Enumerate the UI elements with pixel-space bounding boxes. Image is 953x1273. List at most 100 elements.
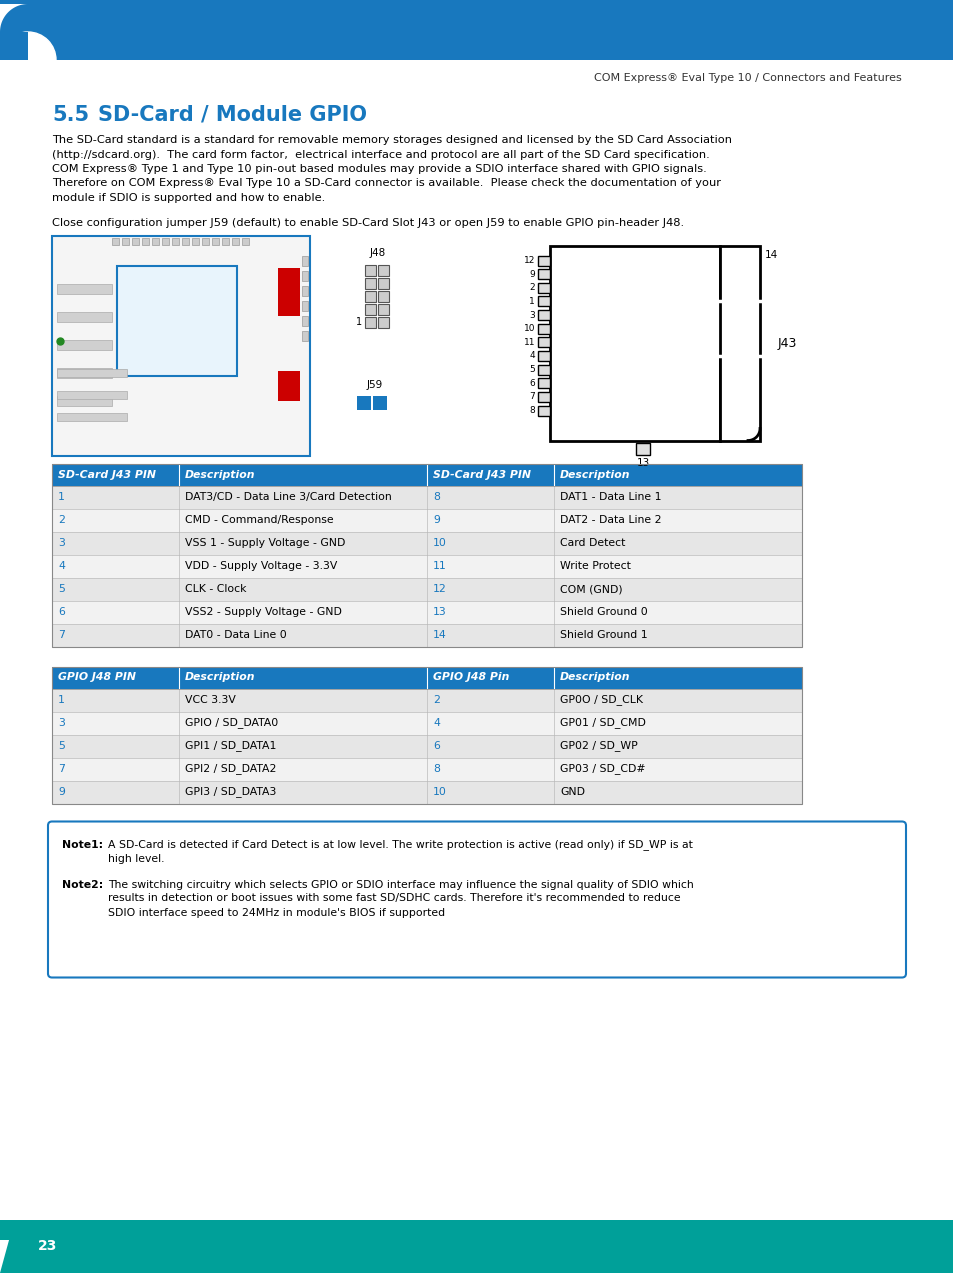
Text: 3: 3 <box>58 538 65 547</box>
Text: 5: 5 <box>58 741 65 751</box>
Bar <box>554 463 801 485</box>
Bar <box>222 238 229 244</box>
Bar <box>554 485 801 508</box>
Bar <box>52 757 179 780</box>
Text: Description: Description <box>559 672 630 682</box>
Bar <box>179 735 427 757</box>
Bar <box>0 1220 20 1240</box>
Text: 6: 6 <box>58 607 65 617</box>
Text: 4: 4 <box>58 561 65 572</box>
Bar <box>57 391 127 398</box>
Text: Description: Description <box>185 470 255 480</box>
Text: Card Detect: Card Detect <box>559 538 625 547</box>
Text: 8: 8 <box>529 406 535 415</box>
Text: 6: 6 <box>529 379 535 388</box>
Bar <box>365 317 375 327</box>
Bar <box>52 689 179 712</box>
Text: 5.5: 5.5 <box>52 104 89 125</box>
Bar <box>179 757 427 780</box>
Bar <box>179 624 427 647</box>
Bar <box>373 396 387 410</box>
Text: 2: 2 <box>58 516 65 524</box>
Bar <box>52 667 801 689</box>
Text: COM Express® Type 1 and Type 10 pin-out based modules may provide a SDIO interfa: COM Express® Type 1 and Type 10 pin-out … <box>52 164 706 174</box>
Polygon shape <box>0 4 28 32</box>
Bar <box>427 624 554 647</box>
Text: GP0O / SD_CLK: GP0O / SD_CLK <box>559 695 642 705</box>
Text: GPIO J48 PIN: GPIO J48 PIN <box>58 672 136 682</box>
Bar <box>554 578 801 601</box>
Bar <box>52 463 801 647</box>
Text: GPIO / SD_DATA0: GPIO / SD_DATA0 <box>185 718 278 728</box>
Text: The switching circuitry which selects GPIO or SDIO interface may influence the s: The switching circuitry which selects GP… <box>108 880 693 890</box>
Bar <box>377 278 389 289</box>
Bar <box>112 238 119 244</box>
Text: results in detection or boot issues with some fast SD/SDHC cards. Therefore it's: results in detection or boot issues with… <box>108 894 679 904</box>
Text: 7: 7 <box>58 630 65 640</box>
Bar <box>365 265 375 275</box>
Bar <box>537 323 550 334</box>
Bar <box>52 508 179 532</box>
Text: 12: 12 <box>433 584 446 594</box>
Bar <box>554 712 801 735</box>
Text: VSS 1 - Supply Voltage - GND: VSS 1 - Supply Voltage - GND <box>185 538 345 547</box>
Bar <box>142 238 149 244</box>
Bar <box>427 508 554 532</box>
Bar <box>179 667 427 689</box>
Bar <box>179 508 427 532</box>
Bar <box>277 370 299 401</box>
Bar <box>192 238 199 244</box>
Text: 10: 10 <box>433 538 446 547</box>
Text: 7: 7 <box>58 764 65 774</box>
Text: Close configuration jumper J59 (default) to enable SD-Card Slot J43 or open J59 : Close configuration jumper J59 (default)… <box>52 218 683 228</box>
Bar <box>232 238 239 244</box>
Bar <box>554 508 801 532</box>
Bar <box>427 601 554 624</box>
Text: GPI1 / SD_DATA1: GPI1 / SD_DATA1 <box>185 741 276 751</box>
Bar <box>554 780 801 803</box>
Bar <box>132 238 139 244</box>
Bar <box>0 0 953 60</box>
Text: 9: 9 <box>433 516 439 524</box>
Bar <box>302 256 308 266</box>
Text: CMD - Command/Response: CMD - Command/Response <box>185 516 334 524</box>
Bar <box>554 757 801 780</box>
Bar <box>427 780 554 803</box>
Bar <box>537 406 550 415</box>
Circle shape <box>0 32 56 88</box>
Bar <box>57 368 127 377</box>
Bar <box>550 246 720 440</box>
Text: 13: 13 <box>637 458 649 468</box>
Text: J48: J48 <box>370 247 386 257</box>
Text: 2: 2 <box>433 695 439 705</box>
Bar <box>537 297 550 307</box>
Bar <box>537 337 550 348</box>
Bar <box>427 689 554 712</box>
Bar <box>182 238 189 244</box>
Text: Therefore on COM Express® Eval Type 10 a SD-Card connector is available.  Please: Therefore on COM Express® Eval Type 10 a… <box>52 178 720 188</box>
Text: Description: Description <box>559 470 630 480</box>
Bar <box>52 236 310 456</box>
Bar <box>427 712 554 735</box>
Polygon shape <box>0 1200 20 1273</box>
Bar <box>427 667 554 689</box>
Text: Note1:: Note1: <box>62 839 103 849</box>
Text: A SD-Card is detected if Card Detect is at low level. The write protection is ac: A SD-Card is detected if Card Detect is … <box>108 839 692 850</box>
Bar <box>179 780 427 803</box>
Bar <box>52 780 179 803</box>
Text: 8: 8 <box>433 764 439 774</box>
Bar <box>377 303 389 314</box>
Text: GPIO J48 Pin: GPIO J48 Pin <box>433 672 509 682</box>
Text: 23: 23 <box>38 1240 57 1254</box>
Text: 1: 1 <box>355 317 361 327</box>
Bar <box>52 485 179 508</box>
Text: 14: 14 <box>764 251 778 261</box>
Text: 13: 13 <box>433 607 446 617</box>
Bar <box>302 300 308 311</box>
Bar <box>377 317 389 327</box>
Bar <box>179 689 427 712</box>
Bar <box>52 712 179 735</box>
Text: 12: 12 <box>523 256 535 265</box>
Text: 9: 9 <box>58 787 65 797</box>
Bar <box>52 463 801 485</box>
